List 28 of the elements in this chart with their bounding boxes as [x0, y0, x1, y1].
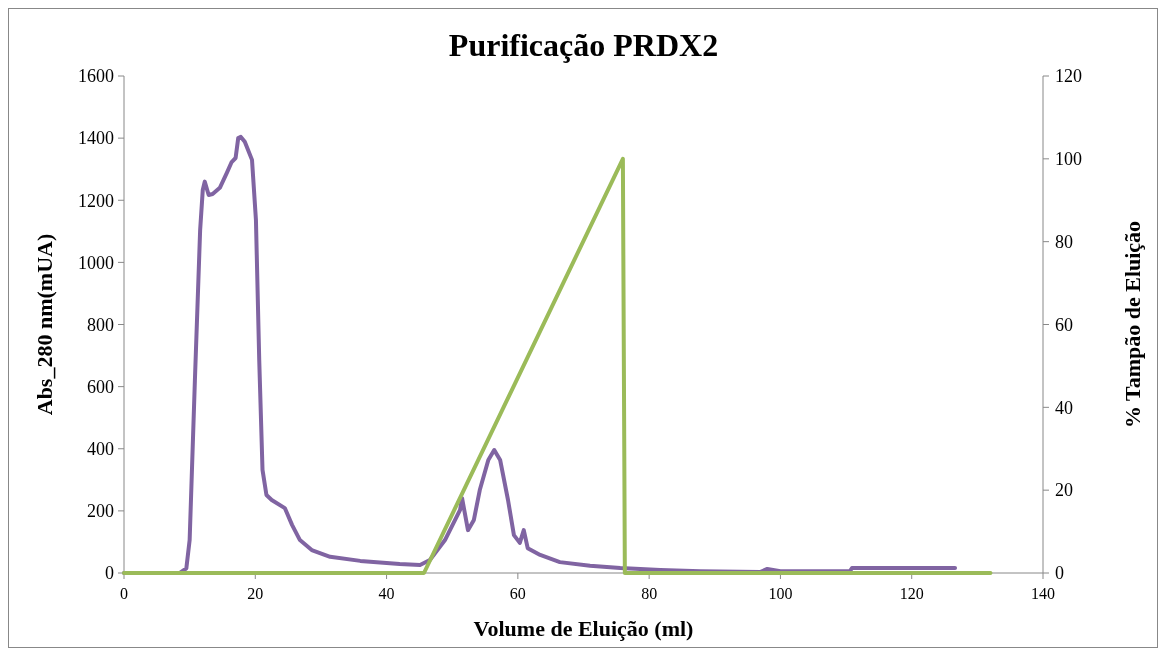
y-axis-title: Abs_280 nm(mUA)	[32, 233, 57, 416]
y-tick-label: 600	[87, 376, 114, 397]
x-tick-label: 80	[641, 585, 658, 602]
x-tick-label: 20	[247, 585, 264, 602]
x-tick-label: 100	[768, 585, 793, 602]
y-tick-label: 400	[87, 439, 114, 460]
y2-tick-label: 120	[1055, 66, 1082, 87]
y-tick-label: 0	[105, 563, 114, 584]
y-tick-label: 200	[87, 501, 114, 522]
y-tick-label: 1000	[78, 252, 114, 273]
y2-axis-title: % Tampão de Eluição	[1120, 220, 1145, 429]
y2-tick-label: 40	[1055, 397, 1073, 418]
y2-tick-label: 60	[1055, 314, 1073, 335]
x-axis-title: Volume de Eluição (ml)	[473, 616, 694, 641]
y-tick-label: 1400	[78, 128, 114, 149]
x-tick-label: 120	[899, 585, 924, 602]
y2-tick-label: 0	[1055, 563, 1064, 584]
x-tick-label: 140	[1031, 585, 1055, 602]
y-tick-label: 1600	[78, 66, 114, 87]
chart-title: Purificação PRDX2	[448, 27, 719, 63]
y2-tick-label: 100	[1055, 149, 1082, 170]
y2-tick-label: 80	[1055, 231, 1073, 252]
y-tick-label: 1200	[78, 190, 114, 211]
y-tick-label: 800	[87, 314, 114, 335]
x-tick-label: 60	[509, 585, 526, 602]
x-tick-label: 40	[378, 585, 395, 602]
y2-tick-label: 20	[1055, 480, 1073, 501]
x-tick-label: 0	[120, 585, 128, 602]
